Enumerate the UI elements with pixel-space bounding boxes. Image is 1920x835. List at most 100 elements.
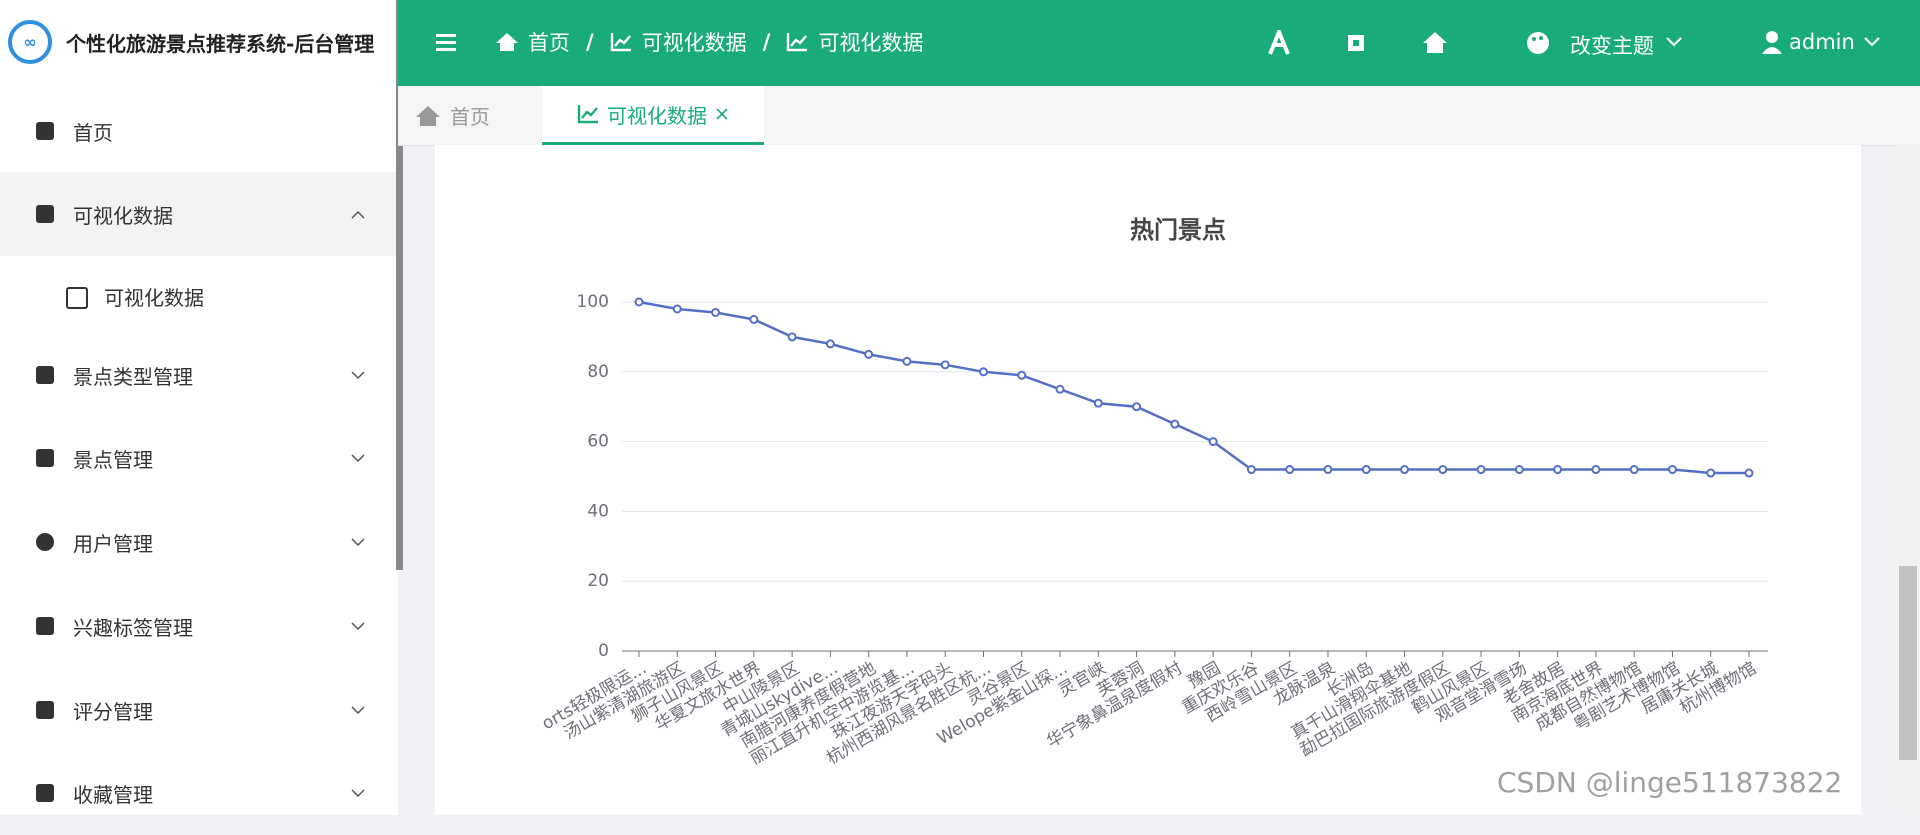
point	[1438, 465, 1448, 475]
point	[1208, 437, 1218, 447]
theme-icon[interactable]	[1526, 31, 1550, 55]
menu-item[interactable]: 收藏管理	[0, 751, 396, 835]
point	[634, 297, 644, 307]
crumb-icon	[496, 33, 518, 51]
svg-text:∞: ∞	[23, 33, 36, 52]
menu-item[interactable]: 用户管理	[0, 500, 396, 584]
point	[1400, 465, 1410, 475]
logo: ∞	[8, 20, 52, 64]
point	[1667, 465, 1677, 475]
menu-label: 可视化数据	[73, 203, 173, 228]
point	[1591, 465, 1601, 475]
menu-label: 评分管理	[73, 699, 153, 724]
point	[1093, 398, 1103, 408]
menu-toggle[interactable]	[436, 32, 456, 52]
home-icon[interactable]	[1422, 30, 1448, 54]
point	[1055, 384, 1065, 394]
menu-icon	[36, 533, 54, 551]
menu-label: 收藏管理	[73, 782, 153, 807]
menu-icon	[66, 287, 88, 309]
point	[902, 356, 912, 366]
crumb-icon	[610, 33, 631, 52]
chevron-path	[351, 538, 365, 547]
user-icon	[1762, 31, 1782, 54]
watermark: CSDN @linge511873822	[1497, 766, 1843, 799]
chevron	[351, 210, 365, 219]
theme-menu[interactable]: 改变主题	[1570, 34, 1654, 58]
tab-label: 首页	[450, 105, 490, 129]
breadcrumb[interactable]: 可视化数据	[641, 31, 747, 55]
point	[1132, 402, 1142, 412]
menu-icon	[36, 449, 54, 467]
menu-label: 景点管理	[73, 447, 153, 472]
chevron	[351, 789, 365, 798]
menu-label: 兴趣标签管理	[73, 615, 193, 640]
tab[interactable]: 首页	[416, 86, 542, 145]
point	[1285, 465, 1295, 475]
tab-active[interactable]: 可视化数据	[542, 86, 764, 145]
scrollbar	[396, 0, 403, 570]
point	[1361, 465, 1371, 475]
menu-icon	[36, 784, 54, 802]
header: 首页 / 可视化数据 / 可视化数据 改变主题 admin	[398, 0, 1920, 86]
point	[940, 360, 950, 370]
app-title: 个性化旅游景点推荐系统-后台管理	[66, 32, 375, 56]
crumb-icon	[787, 33, 808, 52]
chevron	[351, 622, 365, 631]
fullscreen-icon[interactable]	[1345, 32, 1367, 54]
menu-item[interactable]: 景点管理	[0, 416, 396, 500]
point	[1017, 370, 1027, 380]
point	[1246, 465, 1256, 475]
chevron	[1864, 37, 1880, 47]
menu-item[interactable]: 可视化数据	[0, 172, 396, 256]
chevron	[1666, 37, 1682, 47]
font-icon[interactable]	[1266, 30, 1292, 56]
icon	[496, 33, 518, 51]
point	[864, 349, 874, 359]
menu-item[interactable]: 兴趣标签管理	[0, 584, 396, 668]
y-tick-label: 100	[577, 292, 609, 312]
chevron	[351, 454, 365, 463]
chevron-path	[351, 789, 365, 798]
tab-bar: 首页 可视化数据	[398, 86, 1920, 146]
chevron	[351, 371, 365, 380]
user-menu[interactable]: admin	[1789, 30, 1855, 54]
y-tick-label: 40	[587, 501, 609, 521]
menu-label: 可视化数据	[104, 285, 204, 310]
point	[1744, 468, 1754, 478]
card	[435, 145, 1861, 815]
tab-label: 可视化数据	[607, 103, 707, 128]
chevron	[351, 706, 365, 715]
point	[1170, 419, 1180, 429]
breadcrumb[interactable]: 首页	[528, 31, 570, 55]
menu-item[interactable]: 首页	[0, 89, 396, 173]
point	[1629, 465, 1639, 475]
home-icon	[416, 105, 440, 126]
menu-label: 首页	[73, 120, 113, 145]
breadcrumb-separator: /	[762, 30, 771, 54]
point	[711, 307, 721, 317]
close-icon[interactable]	[715, 107, 729, 121]
sidebar: ∞ 个性化旅游景点推荐系统-后台管理 首页 可视化数据 可视化数据 景点类型管理 景点管…	[0, 0, 403, 815]
chart: 热门景点 020406080100orts轻极限运...汤山紫清湖旅游区狮子山风…	[435, 145, 1861, 815]
menu-icon	[36, 617, 54, 635]
chevron-path	[351, 454, 365, 463]
chevron	[351, 538, 365, 547]
menu-icon	[36, 122, 54, 140]
menu-item[interactable]: 可视化数据	[0, 254, 396, 338]
point	[1553, 465, 1563, 475]
menu-icon	[36, 701, 54, 719]
point	[1514, 465, 1524, 475]
chart-title: 热门景点	[1130, 216, 1226, 244]
chevron-path	[351, 706, 365, 715]
menu-item[interactable]: 景点类型管理	[0, 333, 396, 417]
menu-label: 景点类型管理	[73, 364, 193, 389]
breadcrumbs: 首页 / 可视化数据 / 可视化数据	[496, 27, 923, 57]
menu-item[interactable]: 评分管理	[0, 668, 396, 752]
icon	[787, 33, 808, 52]
chevron-path	[351, 210, 365, 219]
point	[749, 314, 759, 324]
chart-icon	[577, 105, 598, 124]
chevron-path	[351, 371, 365, 380]
breadcrumb[interactable]: 可视化数据	[818, 31, 924, 55]
